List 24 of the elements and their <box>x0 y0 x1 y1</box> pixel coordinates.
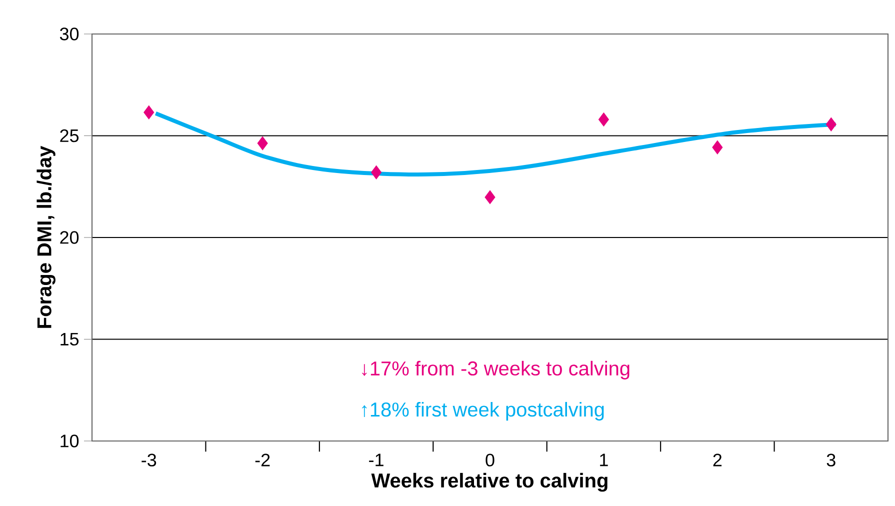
y-tick-label: 10 <box>60 434 79 448</box>
x-tick-label: 3 <box>826 454 836 466</box>
point <box>484 190 496 204</box>
x-tick-label: -3 <box>142 454 156 466</box>
x-tick-label: -2 <box>255 454 270 466</box>
point <box>371 165 382 180</box>
point <box>144 105 154 120</box>
x-tick-label: 0 <box>486 454 494 466</box>
x-tick-label: -1 <box>369 454 384 466</box>
x-tick-label: 1 <box>600 454 608 466</box>
y-tick-label: 15 <box>60 332 79 346</box>
point <box>826 117 836 132</box>
y-tick-label: 25 <box>60 129 79 142</box>
point <box>598 112 609 126</box>
annotation: ↑18% first week postcalving <box>362 402 604 421</box>
line-series <box>154 111 838 176</box>
point <box>712 140 723 154</box>
y-axis-title: Forage DMI, lb./day <box>36 146 56 328</box>
x-tick-label: 2 <box>713 454 722 466</box>
y-tick-label: 20 <box>60 231 79 244</box>
annotation: ↓17% from -3 weeks to calving <box>362 360 630 380</box>
x-axis-title: Weeks relative to calving <box>371 472 608 492</box>
point <box>257 136 268 150</box>
y-tick-label: 30 <box>60 28 79 40</box>
